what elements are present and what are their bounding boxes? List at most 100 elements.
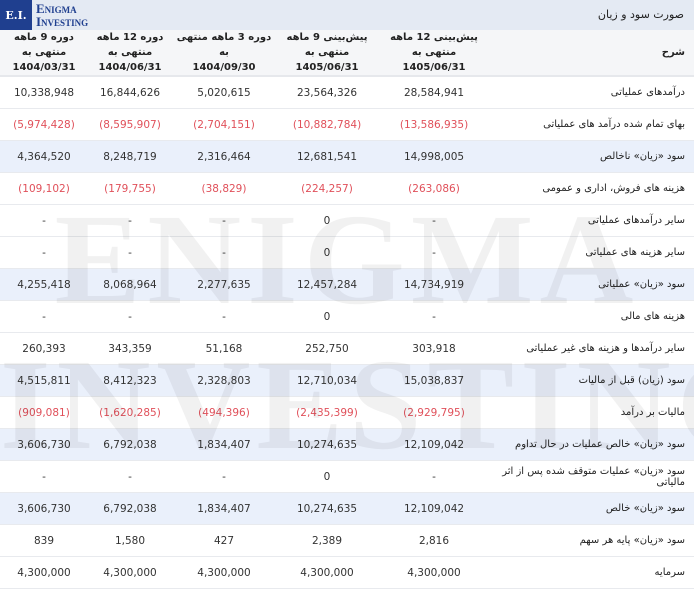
row-label: سایر هزینه های عملیاتی [490,236,694,269]
row-label: هزینه های مالی [490,300,694,333]
table-cell: - [0,300,88,333]
table-cell: - [88,460,172,493]
table-cell: 3,606,730 [0,492,88,525]
table-cell: - [172,236,276,269]
table-row: سایر هزینه های عملیاتی -0- - - [0,236,694,269]
table-cell: (224,257) [276,172,378,205]
table-cell: 4,300,000 [378,556,490,589]
table-row: بهای تمام شده درآمد های عملیاتی (13,586,9… [0,108,694,141]
table-cell: 4,515,811 [0,364,88,397]
row-label: سود (زیان) قبل از مالیات [490,364,694,397]
table-cell: 2,277,635 [172,268,276,301]
row-label: سود «زیان» عملیاتی [490,268,694,301]
row-label: مالیات بر درآمد [490,396,694,429]
table-cell: - [88,204,172,237]
table-cell: 427 [172,524,276,557]
logo-mark: E.I. [0,0,32,30]
table-cell: (2,435,399) [276,396,378,429]
enigma-investing-logo: E.I. Enigma Investing [0,0,88,30]
table-cell: 0 [276,300,378,333]
table-cell: 10,338,948 [0,76,88,109]
row-label: سود «زیان» خالص عملیات در حال تداوم [490,428,694,461]
column-header-period: پیش‌بینی 9 ماهه منتهی به 1405/06/31 [276,30,378,77]
table-cell: 6,792,038 [88,428,172,461]
table-row: مالیات بر درآمد (2,929,795) (2,435,399) (49… [0,396,694,429]
column-period-date: 1405/06/31 [295,62,359,73]
column-period-date: 1405/06/31 [402,62,466,73]
column-period-label: دوره 3 ماهه منتهی به [176,32,272,58]
income-statement-table: شرح پیش‌بینی 12 ماهه منتهی به 1405/06/31 پی… [0,30,694,589]
row-label: سایر درآمدهای عملیاتی [490,204,694,237]
table-cell: 4,300,000 [276,556,378,589]
table-cell: 4,300,000 [0,556,88,589]
table-cell: (109,102) [0,172,88,205]
column-period-date: 1404/09/30 [192,62,256,73]
column-header-period: دوره 12 ماهه منتهی به 1404/06/31 [88,30,172,77]
table-cell: - [378,204,490,237]
table-cell: 1,580 [88,524,172,557]
table-cell: 2,316,464 [172,140,276,173]
column-period-date: 1404/03/31 [12,62,76,73]
table-cell: 3,606,730 [0,428,88,461]
column-period-label: پیش‌بینی 9 ماهه منتهی به [286,32,368,58]
column-header-period: دوره 3 ماهه منتهی به 1404/09/30 [172,30,276,77]
table-cell: 2,328,803 [172,364,276,397]
table-row: سایر درآمدهای عملیاتی -0- - - [0,204,694,237]
table-cell: 14,998,005 [378,140,490,173]
table-row: سود «زیان» خالص عملیات در حال تداوم 12,10… [0,428,694,461]
page-title: صورت سود و زیان [597,8,684,21]
row-label: سود «زیان» خالص [490,492,694,525]
table-cell: 1,834,407 [172,428,276,461]
row-label: سود «زیان» عملیات متوقف شده پس از اثر ما… [490,460,694,493]
row-label: سایر درآمدها و هزینه های غیر عملیاتی [490,332,694,365]
column-period-label: پیش‌بینی 12 ماهه منتهی به [390,32,478,58]
row-label: سود «زیان» ناخالص [490,140,694,173]
table-cell: 12,109,042 [378,428,490,461]
table-cell: 2,816 [378,524,490,557]
table-row: سود (زیان) قبل از مالیات 15,038,837 12,710… [0,364,694,397]
table-cell: 28,584,941 [378,76,490,109]
table-cell: (263,086) [378,172,490,205]
table-row: سرمایه 4,300,000 4,300,000 4,300,000 4,300,0… [0,556,694,589]
logo-text: Enigma Investing [36,2,88,28]
table-row: سود «زیان» عملیات متوقف شده پس از اثر ما… [0,460,694,493]
table-cell: 4,255,418 [0,268,88,301]
table-cell: 8,248,719 [88,140,172,173]
table-cell: (5,974,428) [0,108,88,141]
logo-line-2: Investing [36,14,89,29]
row-label: سود «زیان» پایه هر سهم [490,524,694,557]
table-cell: (179,755) [88,172,172,205]
column-period-label: دوره 12 ماهه منتهی به [96,32,164,58]
table-row: سود «زیان» پایه هر سهم 2,816 2,389 427 1,580… [0,524,694,557]
table-cell: 303,918 [378,332,490,365]
table-row: سود «زیان» ناخالص 14,998,005 12,681,541 2,3… [0,140,694,173]
table-cell: 12,681,541 [276,140,378,173]
row-label: سرمایه [490,556,694,589]
table-cell: (38,829) [172,172,276,205]
table-cell: 2,389 [276,524,378,557]
table-cell: (494,396) [172,396,276,429]
table-cell: 343,359 [88,332,172,365]
column-period-label: دوره 9 ماهه منتهی به [14,32,74,58]
table-cell: 8,412,323 [88,364,172,397]
table-cell: - [0,460,88,493]
table-cell: (2,929,795) [378,396,490,429]
table-cell: 839 [0,524,88,557]
logo-line-1: Enigma [36,1,77,16]
table-cell: 12,457,284 [276,268,378,301]
title-bar: E.I. Enigma Investing صورت سود و زیان [0,0,694,30]
table-cell: 0 [276,460,378,493]
table-cell: (1,620,285) [88,396,172,429]
row-label: هزینه های فروش، اداری و عمومی [490,172,694,205]
table-cell: 10,274,635 [276,492,378,525]
table-cell: 14,734,919 [378,268,490,301]
table-cell: - [378,300,490,333]
table-cell: - [378,236,490,269]
row-label: درآمدهای عملیاتی [490,76,694,109]
table-row: سایر درآمدها و هزینه های غیر عملیاتی 303,… [0,332,694,365]
table-cell: (909,081) [0,396,88,429]
table-cell: - [378,460,490,493]
table-cell: - [88,236,172,269]
table-row: سود «زیان» عملیاتی 14,734,919 12,457,284 2,… [0,268,694,301]
table-cell: (13,586,935) [378,108,490,141]
